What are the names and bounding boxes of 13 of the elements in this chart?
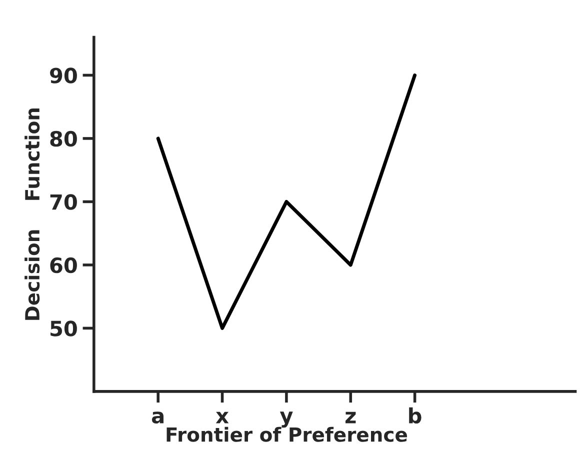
x-tick-label: x	[216, 412, 229, 424]
x-tick-label: z	[346, 412, 356, 424]
y-tick-label: 80	[50, 130, 77, 147]
x-tick-label: a	[152, 412, 164, 424]
x-tick-label: b	[409, 407, 422, 424]
y-tick-label: 90	[50, 68, 77, 84]
y-axis-title: Decision Function	[24, 108, 40, 320]
y-tick-label: 70	[50, 194, 77, 210]
x-tick-label: y	[280, 412, 293, 428]
y-tick-label: 50	[50, 320, 77, 336]
line-series	[156, 73, 417, 330]
x-axis-title: Frontier of Preference	[166, 426, 407, 442]
y-tick-label: 60	[50, 257, 77, 274]
